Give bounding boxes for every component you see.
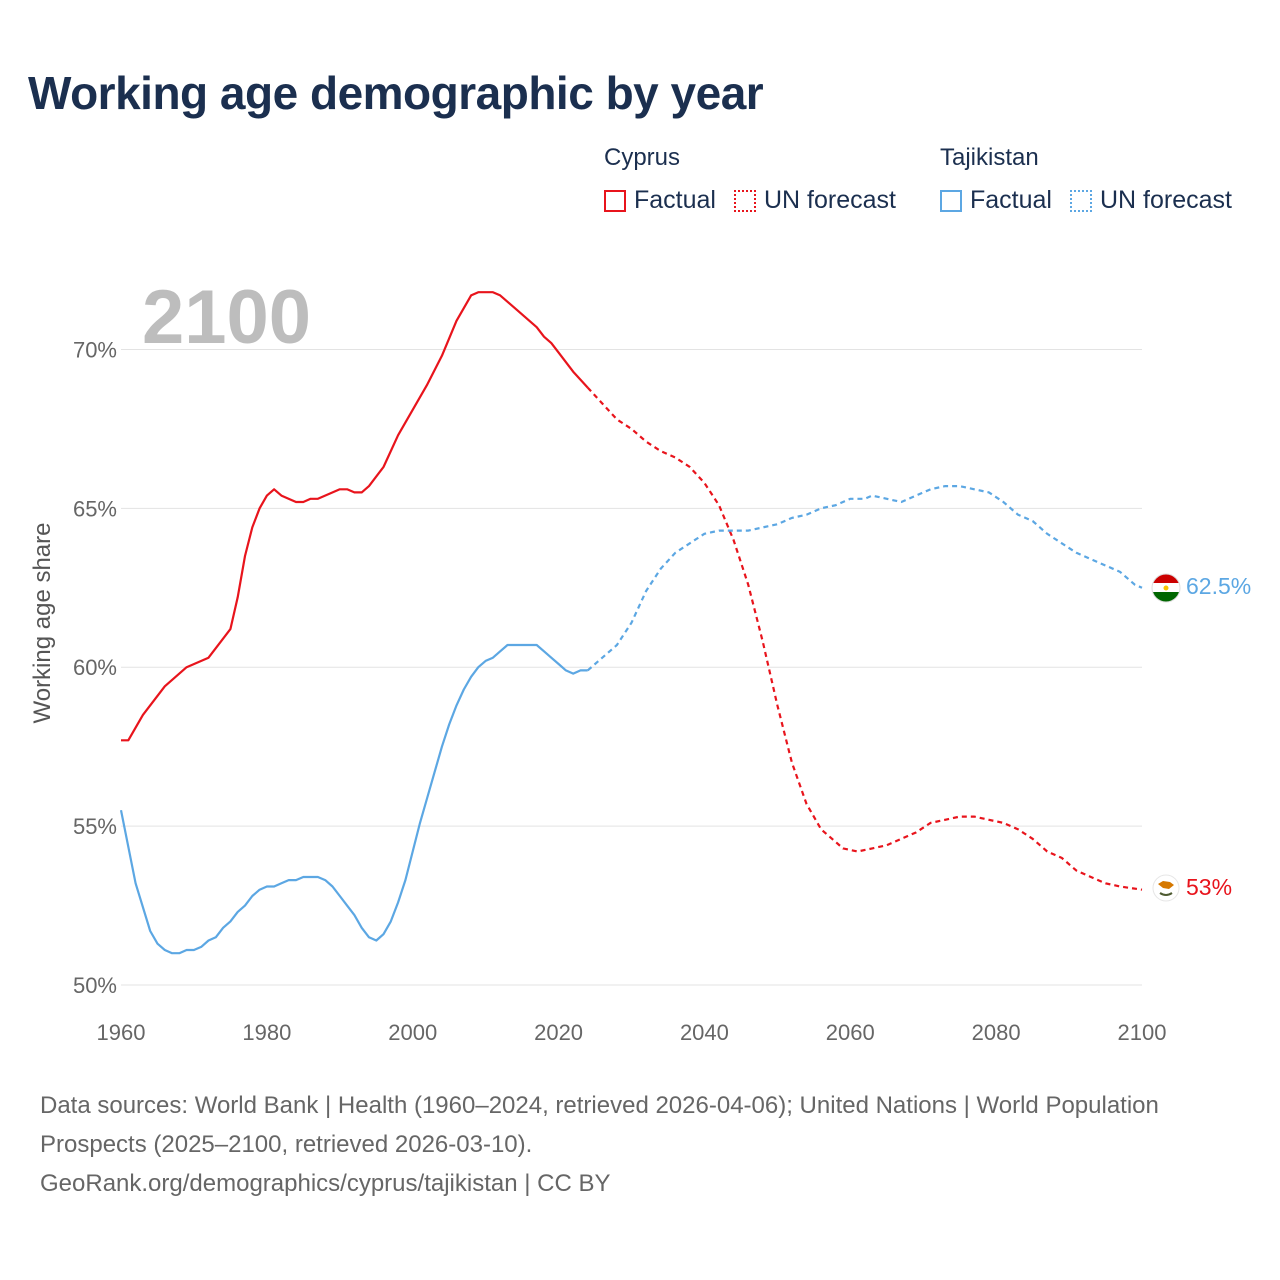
tajikistan-flag-icon — [1151, 573, 1181, 603]
footer: Data sources: World Bank | Health (1960–… — [40, 1086, 1240, 1203]
y-tick-label: 65% — [73, 496, 117, 521]
y-axis-title: Working age share — [29, 523, 56, 724]
line-chart: 2100 50% 55% 60% 65% 70% 1960 1980 2000 2020 2040… — [29, 275, 1251, 1045]
end-label-cyprus: 53% — [1186, 874, 1232, 900]
legend-label-tajikistan-factual: Factual — [970, 186, 1052, 214]
tajikistan-factual-line — [119, 643, 588, 955]
chart-title: Working age demographic by year — [28, 67, 764, 119]
legend-group-tajikistan: Tajikistan Factual UN forecast — [940, 144, 1250, 215]
grid-layer — [121, 348, 1142, 986]
x-tick-label: 1960 — [97, 1020, 146, 1045]
x-tick-label: 2020 — [534, 1020, 583, 1045]
legend-swatch-cyprus-factual — [604, 189, 626, 212]
y-tick-label: 70% — [73, 337, 117, 362]
x-tick-label: 2100 — [1118, 1020, 1167, 1045]
x-tick-label: 2040 — [680, 1020, 729, 1045]
y-tick-label: 55% — [73, 814, 117, 839]
legend-label-tajikistan-forecast: UN forecast — [1099, 186, 1232, 214]
y-tick-label: 50% — [73, 973, 117, 998]
legend-item-tajikistan-factual[interactable]: Factual — [940, 186, 1052, 215]
legend-label-cyprus-factual: Factual — [634, 186, 716, 214]
credit-link[interactable]: GeoRank.org/demographics/cyprus/tajikist… — [40, 1170, 611, 1197]
legend-item-tajikistan-forecast[interactable]: UN forecast — [1069, 186, 1232, 215]
x-tick-label: 2060 — [826, 1020, 875, 1045]
series-layer — [119, 291, 1143, 955]
x-tick-label: 2080 — [972, 1020, 1021, 1045]
cyprus-flag-icon — [1152, 874, 1180, 902]
tajikistan-forecast-line — [586, 485, 1143, 672]
legend-country-tajikistan: Tajikistan — [940, 144, 1039, 171]
cyprus-factual-line — [121, 291, 589, 742]
legend-item-cyprus-forecast[interactable]: UN forecast — [733, 186, 896, 215]
x-tick-label: 1980 — [242, 1020, 291, 1045]
legend-swatch-cyprus-forecast — [733, 189, 756, 212]
x-tick-label: 2000 — [388, 1020, 437, 1045]
end-markers: 62.5% 53% — [1151, 573, 1251, 902]
legend-swatch-tajikistan-factual — [940, 189, 962, 212]
legend-group-cyprus: Cyprus Factual UN forecast — [604, 144, 914, 215]
legend-label-cyprus-forecast: UN forecast — [763, 186, 896, 214]
data-sources-text: Data sources: World Bank | Health (1960–… — [40, 1092, 1159, 1158]
legend-item-cyprus-factual[interactable]: Factual — [604, 186, 716, 215]
cyprus-forecast-line — [586, 386, 1143, 891]
legend-country-cyprus: Cyprus — [604, 144, 681, 171]
end-label-tajikistan: 62.5% — [1186, 573, 1251, 599]
year-watermark: 2100 — [142, 275, 311, 360]
legend-swatch-tajikistan-forecast — [1069, 189, 1092, 212]
y-tick-label: 60% — [73, 655, 117, 680]
axis-layer: 50% 55% 60% 65% 70% 1960 1980 2000 2020 2040 2060 2… — [73, 337, 1167, 1045]
